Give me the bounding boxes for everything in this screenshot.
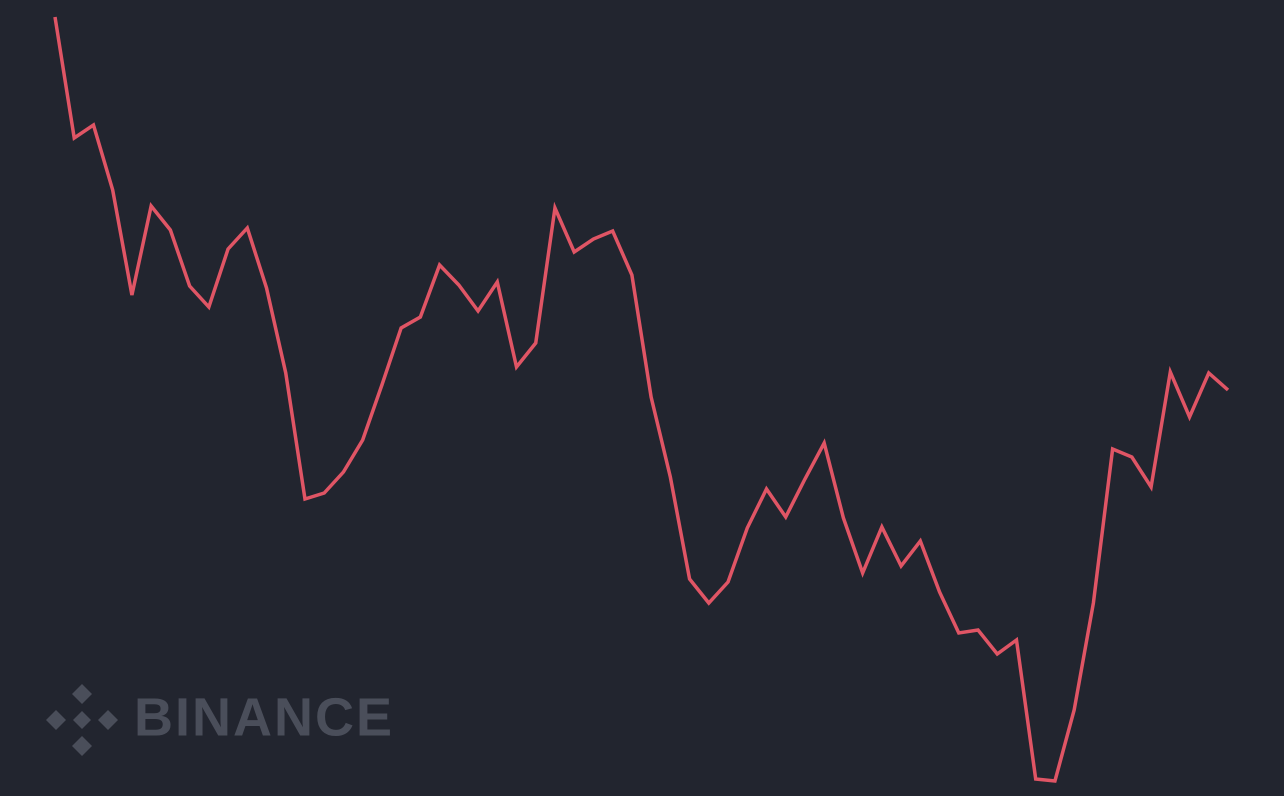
price-line [53,16,1230,783]
watermark-text: BINANCE [134,687,394,747]
watermark-logo [46,684,118,756]
